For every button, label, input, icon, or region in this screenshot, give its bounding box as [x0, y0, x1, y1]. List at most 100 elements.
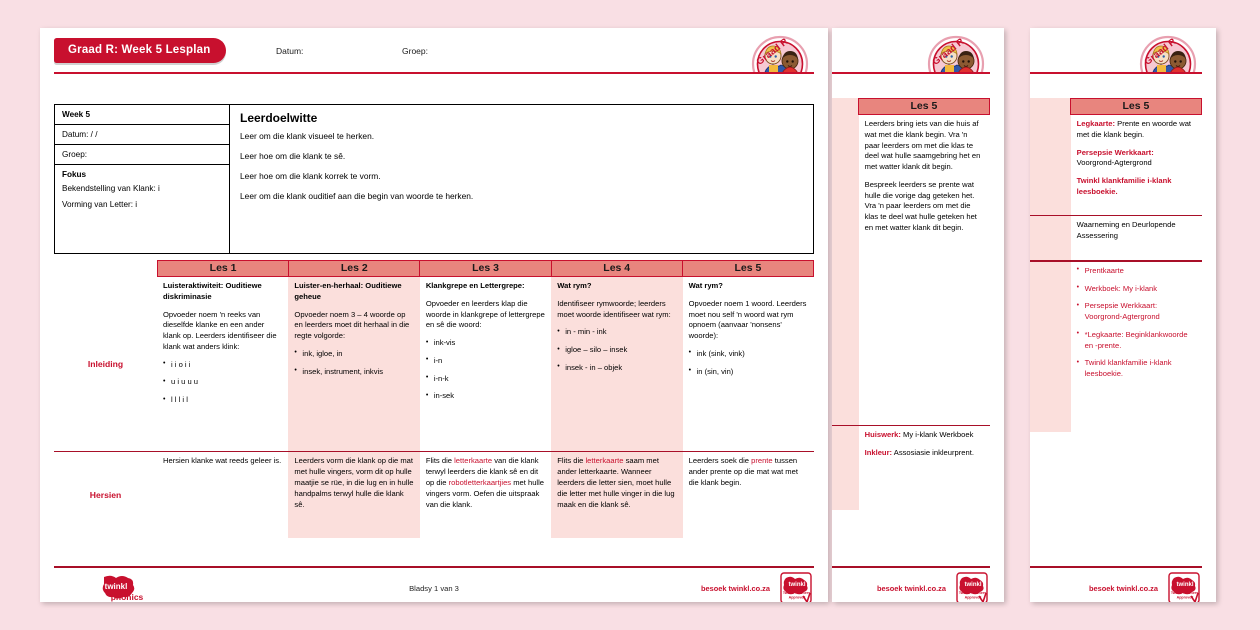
list-item: Werkboek: My i-klank — [1077, 283, 1196, 295]
info-date: Datum: / / — [55, 125, 229, 146]
list-item: Twinkl klankfamilie i-klank leesboekie. — [1077, 358, 1196, 380]
list-item: insek, instrument, inkvis — [294, 366, 413, 378]
page3-materials-content: Prentkaarte Werkboek: My i-klank Perseps… — [1071, 262, 1202, 432]
row-label-hersien: Hersien — [89, 490, 122, 501]
twinkl-approved-badge-icon: twinkl Twinkl Teachers' Approved — [780, 572, 814, 602]
page1-footer: twinkl phonics Bladsy 1 van 3 besoek twi… — [54, 572, 814, 602]
inleiding-cell-1: Luisteraktiwiteit: Ouditiewe diskriminas… — [157, 277, 288, 451]
svg-text:twinkl: twinkl — [788, 582, 805, 588]
inleiding-row: Inleiding Luisteraktiwiteit: Ouditiewe d… — [54, 277, 814, 451]
resource-text: Prente en woorde wat met die klank begin… — [1076, 119, 1192, 139]
list-item: l l l i l — [163, 395, 282, 406]
text-run: saam met ander letterkaarte. Wanneer lee… — [557, 456, 675, 509]
page2-les5-content: Leerders bring iets van die huis af wat … — [859, 115, 990, 425]
cell-title: Wat rym? — [688, 281, 723, 290]
cell-list: ink, igloe, in insek, instrument, inkvis — [294, 348, 413, 378]
cell-list: ink (sink, vink) in (sin, vin) — [689, 348, 808, 378]
info-focus-block: Fokus Bekendstelling van Klank: i Vormin… — [55, 165, 229, 216]
row-divider — [832, 425, 990, 427]
les5-paragraph: Leerders bring iets van die huis af wat … — [864, 119, 981, 172]
fragment: die — [832, 226, 853, 237]
graad-r-badge-icon: Graad R — [916, 28, 990, 80]
cell-list: i i o i i u i u u u l l l i l — [163, 359, 282, 406]
les5-paragraph: Bespreek leerders se prente wat hulle di… — [864, 179, 977, 233]
footer-url: besoek twinkl.co.za — [700, 584, 770, 593]
text-run: prente — [751, 456, 773, 466]
fragment: ers — [832, 155, 853, 166]
resource-label: Persepsie Werkkaart: — [1076, 147, 1154, 157]
homework-label: Huiswerk: — [864, 430, 901, 440]
text-run: Hersien klanke wat reeds geleer is. — [163, 456, 282, 466]
list-item: in-sek — [426, 391, 545, 402]
lesson-header-les-1: Les 1 — [157, 260, 289, 277]
info-focus-sound: Bekendstelling van Klank: i — [62, 184, 160, 194]
info-left-column: Week 5 Datum: / / Groep: Fokus Bekendste… — [55, 105, 230, 253]
page2-hw-fragments: t met e letter — [832, 426, 859, 511]
cell-body: Leerders soek die prente tussen ander pr… — [689, 456, 808, 488]
svg-text:Twinkl Teachers': Twinkl Teachers' — [783, 591, 811, 595]
lesson-header-row: Les 1 Les 2 Les 3 Les 4 Les 5 — [54, 260, 815, 277]
text-run: van die klank terwyl leerders die klank … — [425, 456, 539, 487]
cell-body: Identifiseer rymwoorde; leerders moet wo… — [557, 298, 671, 319]
page3-assessment-content: Waarneming en Deurlopende Assessering — [1071, 216, 1202, 260]
twinkl-wordmark: twinkl — [105, 582, 128, 591]
colouring-text: Assosiasie inkleurprent. — [892, 448, 974, 458]
cell-body: Opvoeder en leerders klap die woorde in … — [425, 298, 545, 330]
resource-label: Legkaarte: — [1076, 119, 1116, 128]
lesson-grid: Les 1 Les 2 Les 3 Les 4 Les 5 Inleiding … — [54, 260, 815, 539]
cell-list: in - min - ink igloe – silo – insek inse… — [557, 327, 676, 373]
page2-content: Graad R Les 5 — [832, 28, 1004, 602]
page3-mat-fragments: die ktiwiteit: — [1030, 261, 1071, 432]
cell-body: Opvoeder noem 3 – 4 woorde op en leerder… — [294, 309, 410, 341]
page3-resources-content: Legkaarte: Prente en woorde wat met die … — [1071, 115, 1202, 215]
page3-header: Graad R — [1030, 28, 1216, 80]
objective-item: Leer om die klank visueel te herken. — [240, 131, 375, 141]
fragment: vis, — [832, 137, 853, 148]
list-item: in - min - ink — [557, 327, 676, 338]
list-item: i-n — [426, 355, 545, 367]
list-item: ink-vis — [426, 338, 545, 349]
footer-url: besoek twinkl.co.za — [1088, 584, 1158, 593]
header-divider — [1030, 72, 1202, 74]
page2-homework-content: Huiswerk: My i-klank Werkboek Inkleur: A… — [859, 426, 990, 510]
svg-text:Approved: Approved — [965, 596, 982, 600]
fragment: et die — [832, 279, 853, 290]
row-divider — [1030, 260, 1202, 262]
list-item: ink (sink, vink) — [689, 348, 808, 360]
homework-line: Huiswerk: My i-klank Werkboek — [865, 430, 984, 441]
text-run: Leerders soek die — [688, 456, 752, 466]
page3-footer: besoek twinkl.co.za twinkl Twinkl Teache… — [1030, 572, 1202, 602]
list-item: *Legkaarte: Beginklankwoorde en -prente. — [1077, 329, 1196, 352]
text-run: robotletterkaartjies — [448, 477, 512, 487]
cell-title: Wat rym? — [557, 281, 592, 290]
fragment: t met — [832, 430, 853, 441]
page3-resources-row: Legkaarte: Prente en woorde wat met die … — [1030, 115, 1202, 215]
cell-title: Luister-en-herhaal: Ouditiewe geheue — [294, 281, 402, 301]
list-item: i i o i i — [163, 359, 282, 371]
page2-homework-row: t met e letter Huiswerk: My i-klank Werk… — [832, 426, 990, 511]
footer-divider — [1030, 566, 1202, 568]
fragment: k. — [832, 172, 853, 183]
inleiding-cell-4: Wat rym? Identifiseer rymwoorde; leerder… — [551, 277, 683, 451]
cell-body: Opvoeder noem 1 woord. Leerders moet nou… — [688, 298, 807, 341]
footer-divider — [832, 566, 990, 568]
page3-materials-row: die ktiwiteit: Prentkaarte Werkboek: My … — [1030, 261, 1202, 432]
inleiding-cell-3: Klankgrepe en Lettergrepe: Opvoeder en l… — [420, 277, 551, 451]
list-item: insek - in – objek — [557, 362, 676, 374]
page1-header: Graad R: Week 5 Lesplan Datum: Groep: — [40, 28, 828, 80]
lesson-header-les-2: Les 2 — [288, 260, 420, 277]
page2-footer: besoek twinkl.co.za twinkl Twinkl Teache… — [832, 572, 990, 602]
inleiding-cell-2: Luister-en-herhaal: Ouditiewe geheue Opv… — [288, 277, 420, 451]
page2-grid: Les 5 ank vis, ers k. et ander ers die — [832, 98, 991, 511]
row-label-inleiding: Inleiding — [87, 359, 124, 369]
page2-lesson-header-les-5: Les 5 — [857, 98, 991, 115]
resource-text: Voorgrond-Agtergrond — [1076, 158, 1152, 168]
lesson-header-les-5: Les 5 — [681, 260, 815, 277]
page2-header: Graad R — [832, 28, 1004, 80]
list-item: i-n-k — [426, 373, 545, 385]
list-item: igloe – silo – insek — [557, 345, 676, 356]
list-item: Persepsie Werkkaart: Voorgrond-Agtergron… — [1077, 301, 1196, 323]
lesson-plan-page-3: Graad R Les 5 — [1030, 28, 1216, 602]
info-group: Groep: — [55, 145, 229, 166]
